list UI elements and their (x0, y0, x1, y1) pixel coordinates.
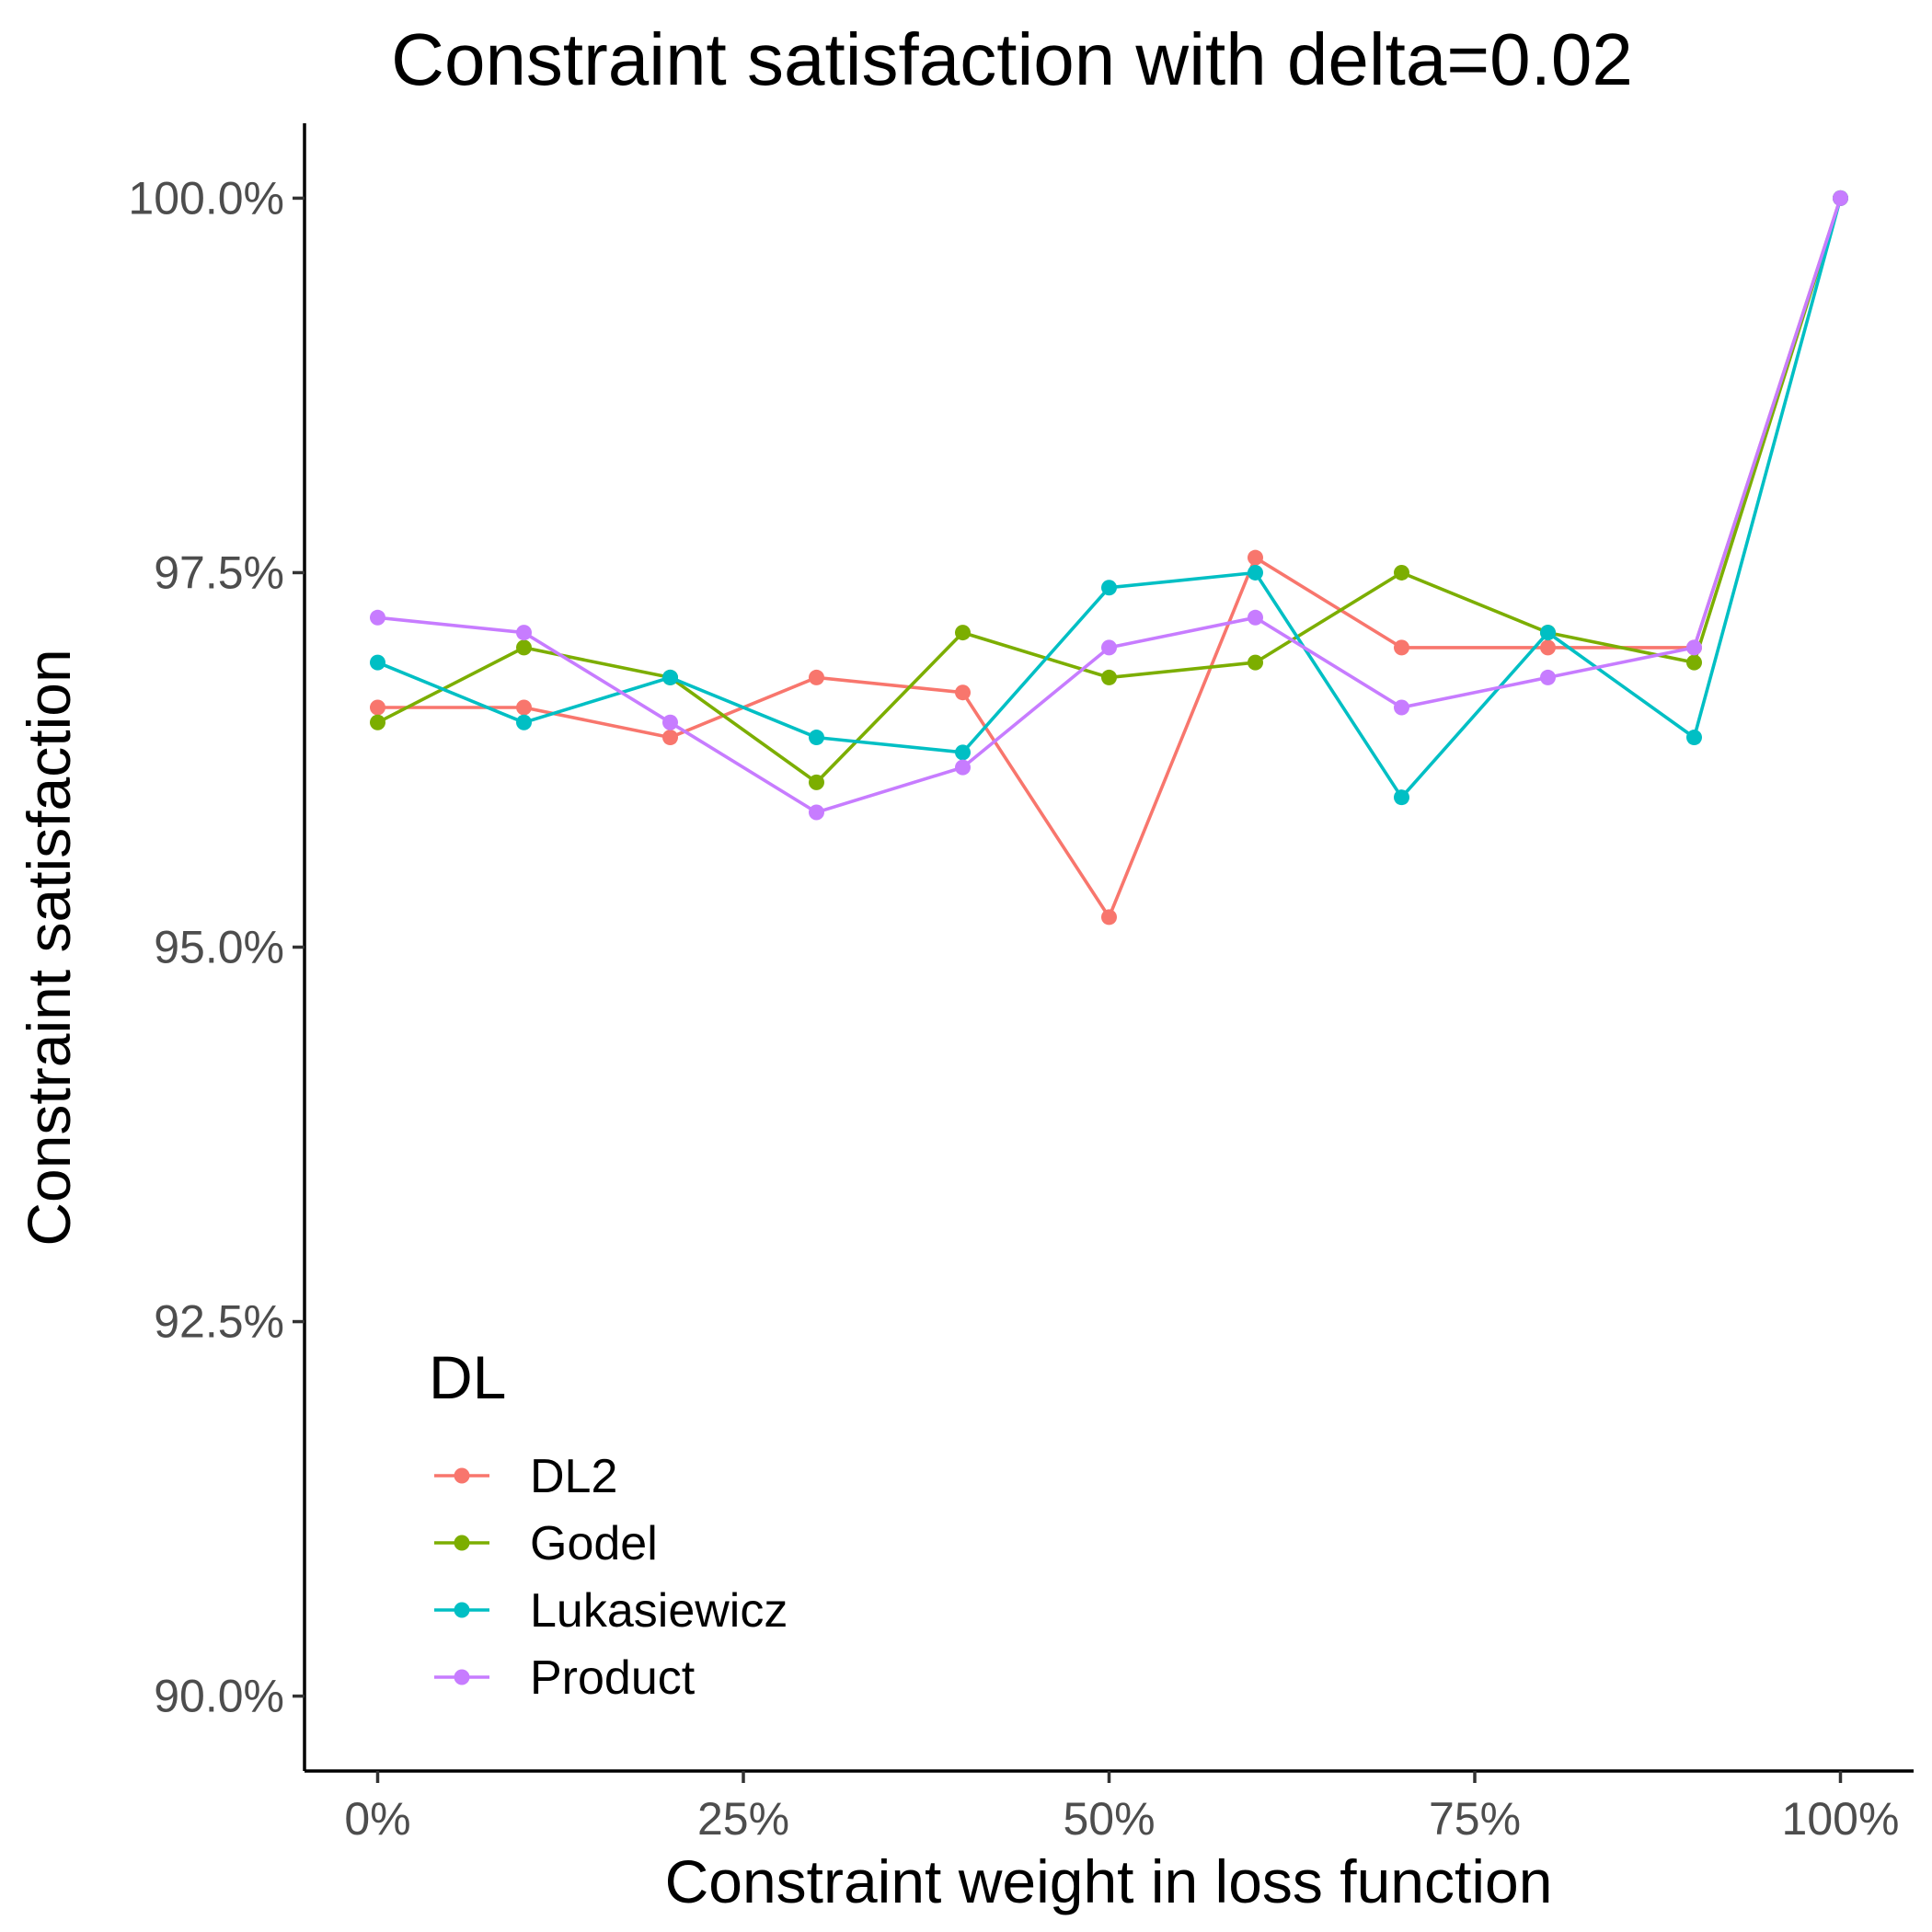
series-line-dl2 (377, 197, 1843, 919)
data-point-dl2 (516, 699, 532, 716)
data-point-godel (1686, 654, 1702, 671)
legend-item-lukasiewicz: Lukasiewicz (434, 1584, 788, 1638)
legend-title: DL (429, 1343, 506, 1411)
legend-key-point (454, 1669, 470, 1685)
data-point-product (516, 625, 532, 641)
series-line-product (377, 197, 1843, 814)
data-point-dl2 (1394, 639, 1409, 656)
x-tick-label: 75% (1429, 1793, 1521, 1845)
series-product (370, 190, 1848, 821)
series-godel (370, 190, 1848, 790)
x-tick-label: 0% (344, 1793, 410, 1845)
y-tick-label: 100.0% (128, 172, 284, 224)
series-line-godel (376, 197, 1843, 785)
data-point-lukasiewicz (1394, 789, 1409, 806)
legend-label: Godel (530, 1517, 658, 1570)
y-tick-label: 95.0% (154, 922, 284, 973)
data-point-dl2 (662, 730, 678, 746)
data-point-dl2 (955, 684, 971, 701)
data-point-godel (809, 774, 824, 790)
legend-item-godel: Godel (434, 1517, 658, 1570)
legend-item-product: Product (434, 1651, 696, 1705)
x-tick-label: 50% (1063, 1793, 1155, 1845)
legend-items: DL2 Godel Lukasiewicz Product (434, 1450, 788, 1705)
series-lukasiewicz (370, 190, 1848, 806)
legend-key-point (454, 1602, 470, 1618)
data-point-lukasiewicz (1101, 580, 1117, 596)
data-point-dl2 (1101, 909, 1117, 926)
data-point-godel (516, 639, 532, 656)
y-tick-label: 92.5% (154, 1296, 284, 1348)
data-point-product (1248, 609, 1263, 626)
data-point-godel (955, 625, 971, 641)
data-point-godel (1248, 654, 1263, 671)
chart-title: Constraint satisfaction with delta=0.02 (391, 18, 1633, 100)
data-point-dl2 (1540, 639, 1556, 656)
data-point-product (370, 609, 385, 626)
x-tick-label: 100% (1782, 1793, 1900, 1845)
data-point-godel (1394, 564, 1409, 581)
data-point-product (1540, 669, 1556, 685)
data-point-product (662, 714, 678, 730)
data-point-lukasiewicz (809, 730, 824, 746)
legend-key-point (454, 1467, 470, 1484)
y-tick-label: 97.5% (154, 546, 284, 598)
legend-key-point (454, 1535, 470, 1551)
data-point-lukasiewicz (955, 744, 971, 761)
x-tick-label: 25% (697, 1793, 789, 1845)
series-dl2 (370, 190, 1848, 926)
legend-label: Product (530, 1651, 696, 1705)
data-point-product (809, 804, 824, 821)
plot-area (370, 190, 1848, 926)
data-point-product (955, 759, 971, 776)
legend: DL DL2 Godel Lukasiewicz Product (429, 1343, 788, 1705)
data-point-product (1833, 190, 1848, 206)
data-point-product (1686, 639, 1702, 656)
data-point-lukasiewicz (1686, 730, 1702, 746)
x-axis-title: Constraint weight in loss function (665, 1847, 1553, 1915)
data-point-dl2 (370, 699, 385, 716)
legend-label: DL2 (530, 1450, 617, 1503)
series-line-lukasiewicz (376, 197, 1843, 799)
data-point-dl2 (1248, 549, 1263, 566)
data-point-lukasiewicz (1248, 564, 1263, 581)
data-point-lukasiewicz (1540, 625, 1556, 641)
data-point-product (1394, 699, 1409, 716)
data-point-godel (370, 714, 385, 730)
x-axis-ticks: 0% 25% 50% 75% 100% (344, 1771, 1899, 1845)
data-point-lukasiewicz (370, 654, 385, 671)
data-point-lukasiewicz (662, 669, 678, 685)
legend-label: Lukasiewicz (530, 1584, 788, 1638)
data-point-dl2 (809, 669, 824, 685)
data-point-product (1101, 639, 1117, 656)
data-point-godel (1101, 669, 1117, 685)
y-axis-ticks: 90.0% 92.5% 95.0% 97.5% 100.0% (128, 172, 305, 1722)
y-tick-label: 90.0% (154, 1671, 284, 1722)
legend-item-dl2: DL2 (434, 1450, 617, 1503)
y-axis-title: Constraint satisfaction (15, 649, 83, 1246)
data-point-lukasiewicz (516, 714, 532, 730)
